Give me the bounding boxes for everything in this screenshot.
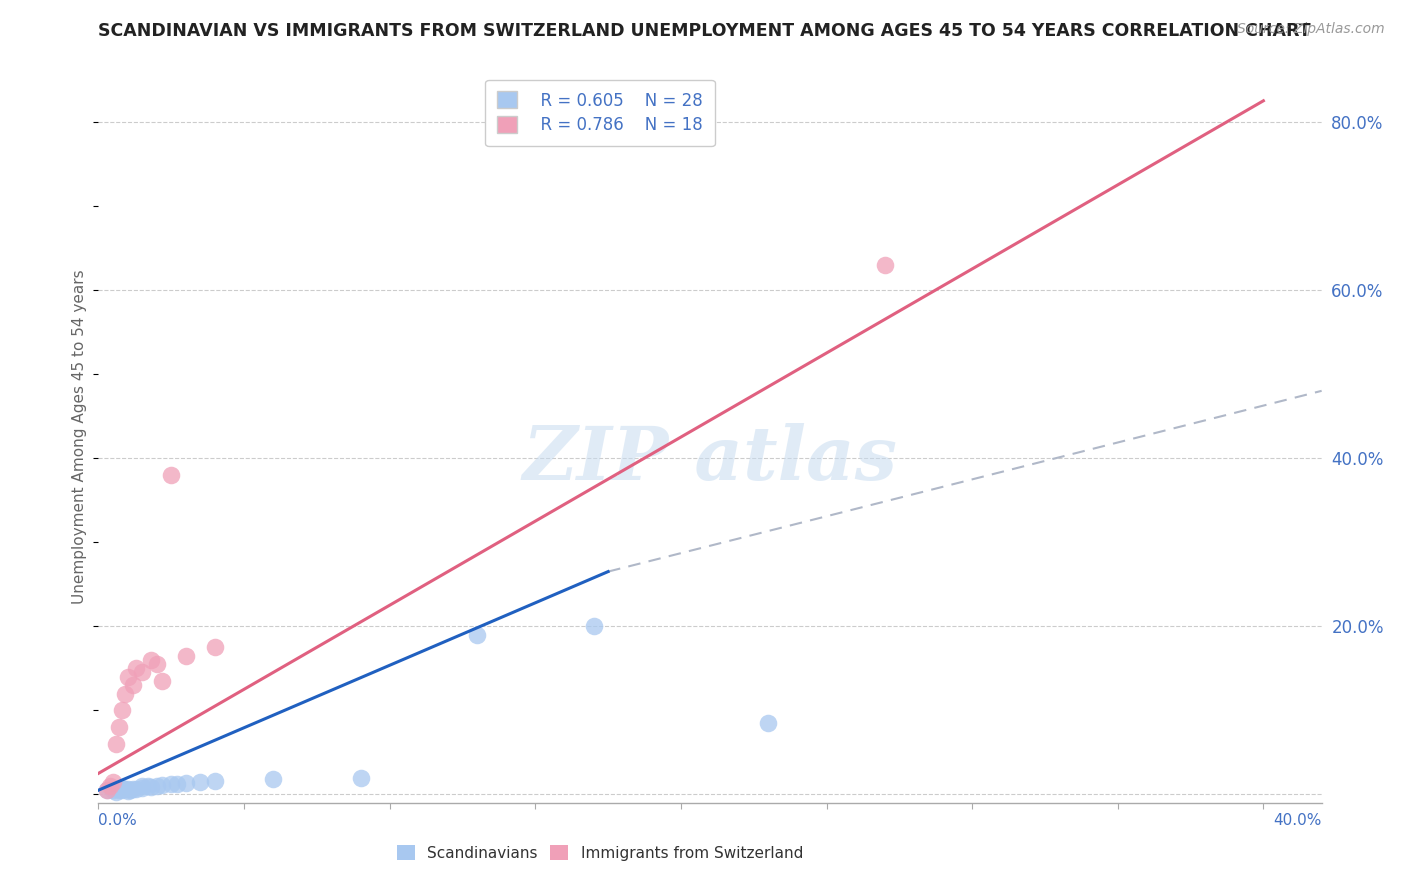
Point — [120, 783, 142, 797]
Point — [152, 778, 174, 792]
Point — [114, 782, 136, 797]
Legend: Scandinavians, Immigrants from Switzerland: Scandinavians, Immigrants from Switzerla… — [389, 837, 811, 868]
Point — [131, 665, 153, 680]
Point — [122, 678, 145, 692]
Point — [125, 781, 148, 796]
Point — [166, 777, 188, 791]
Point — [114, 686, 136, 700]
Point — [108, 783, 131, 797]
Point — [122, 782, 145, 797]
Point — [117, 781, 139, 796]
Point — [125, 661, 148, 675]
Point — [174, 776, 197, 790]
Point — [136, 779, 159, 793]
Point — [145, 657, 167, 671]
Point — [111, 783, 134, 797]
Point — [188, 774, 212, 789]
Point — [465, 627, 488, 641]
Point — [117, 784, 139, 798]
Text: Source: ZipAtlas.com: Source: ZipAtlas.com — [1237, 22, 1385, 37]
Point — [117, 670, 139, 684]
Point — [96, 783, 118, 797]
Point — [349, 771, 371, 785]
Point — [174, 648, 197, 663]
Point — [204, 773, 226, 788]
Point — [145, 779, 167, 793]
Point — [756, 715, 779, 730]
Point — [108, 720, 131, 734]
Point — [98, 779, 121, 793]
Text: 40.0%: 40.0% — [1274, 814, 1322, 828]
Point — [104, 737, 127, 751]
Point — [139, 780, 162, 794]
Text: SCANDINAVIAN VS IMMIGRANTS FROM SWITZERLAND UNEMPLOYMENT AMONG AGES 45 TO 54 YEA: SCANDINAVIAN VS IMMIGRANTS FROM SWITZERL… — [98, 22, 1310, 40]
Point — [160, 777, 183, 791]
Y-axis label: Unemployment Among Ages 45 to 54 years: Unemployment Among Ages 45 to 54 years — [72, 269, 87, 605]
Point — [582, 619, 605, 633]
Point — [96, 783, 118, 797]
Point — [104, 785, 127, 799]
Point — [160, 467, 183, 482]
Point — [131, 780, 153, 795]
Point — [139, 653, 162, 667]
Point — [101, 774, 124, 789]
Point — [131, 779, 153, 793]
Point — [111, 780, 134, 795]
Point — [152, 673, 174, 688]
Text: ZIP atlas: ZIP atlas — [523, 423, 897, 495]
Point — [101, 783, 124, 797]
Point — [262, 772, 284, 787]
Point — [873, 258, 896, 272]
Text: 0.0%: 0.0% — [98, 814, 138, 828]
Point — [204, 640, 226, 655]
Point — [111, 703, 134, 717]
